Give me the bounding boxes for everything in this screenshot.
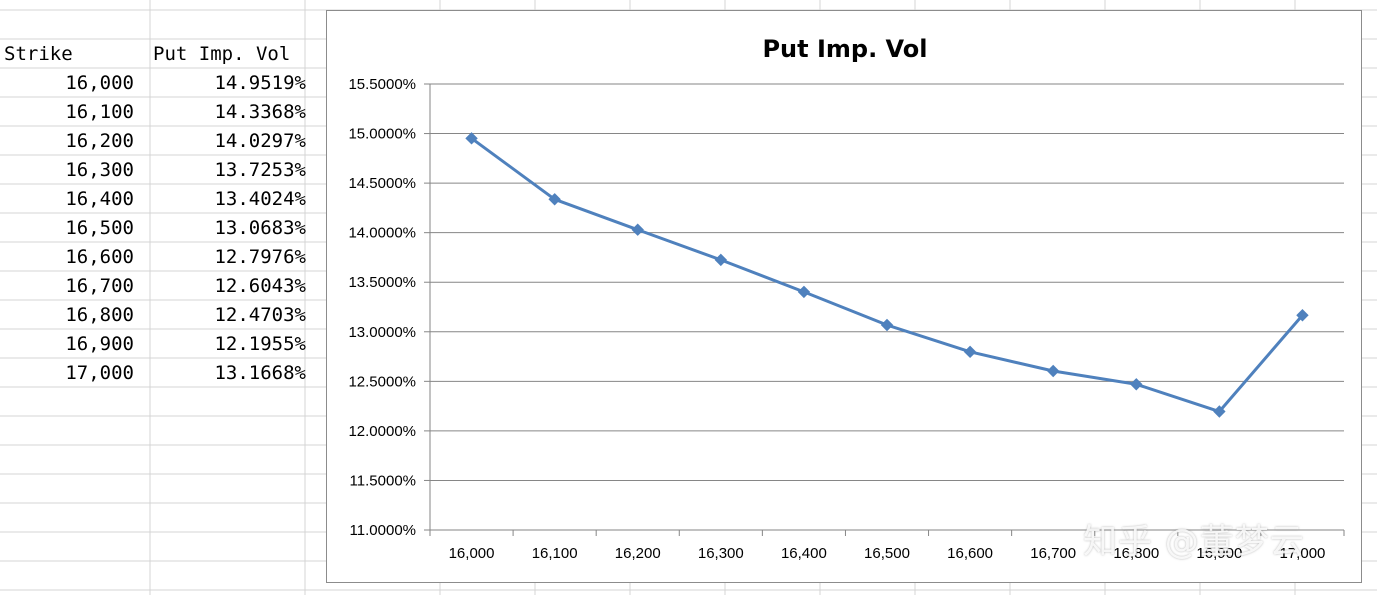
strike-cell[interactable]: 16,200 [65,130,134,152]
data-point-marker[interactable] [465,132,478,145]
vol-cell[interactable]: 12.7976% [214,246,306,268]
data-point-marker[interactable] [797,285,811,299]
x-tick-label: 16,200 [615,545,661,562]
vol-cell[interactable]: 12.6043% [214,275,306,297]
x-tick-label: 16,600 [947,545,993,562]
y-tick-label: 13.0000% [348,324,416,341]
chart-title: Put Imp. Vol [762,35,928,63]
strike-cell[interactable]: 16,300 [65,159,134,181]
watermark-text: 知乎 @董梦云 [1083,522,1305,562]
data-point-marker[interactable] [1046,364,1060,378]
vol-cell[interactable]: 14.0297% [214,130,306,152]
x-tick-label: 16,900 [1196,545,1242,562]
data-point-marker[interactable] [1130,378,1143,391]
strike-cell[interactable]: 16,700 [65,275,134,297]
y-tick-label: 12.5000% [348,373,416,390]
data-point-marker[interactable] [1296,309,1309,322]
vol-cell[interactable]: 12.4703% [214,304,306,326]
vol-cell[interactable]: 14.3368% [214,101,306,123]
x-tick-label: 16,400 [781,545,827,562]
strike-cell[interactable]: 16,900 [65,333,134,355]
x-tick-label: 17,000 [1280,545,1326,562]
x-tick-label: 16,000 [449,545,495,562]
header-strike[interactable]: Strike [4,43,73,65]
series-line [470,137,1304,414]
data-point-marker[interactable] [963,345,977,359]
y-tick-label: 15.0000% [348,126,416,143]
data-point-marker[interactable] [714,253,728,267]
x-tick-label: 16,700 [1030,545,1076,562]
data-point-marker[interactable] [631,223,644,236]
header-put-imp-vol[interactable]: Put Imp. Vol [153,43,291,65]
y-tick-label: 15.5000% [348,76,416,93]
vol-cell[interactable]: 12.1955% [214,333,306,355]
y-tick-label: 14.5000% [348,175,416,192]
x-tick-label: 16,100 [532,545,578,562]
data-point-marker[interactable] [1213,405,1226,418]
data-point-marker[interactable] [548,193,561,206]
x-tick-label: 16,800 [1113,545,1159,562]
vol-cell[interactable]: 13.7253% [214,159,306,181]
strike-cell[interactable]: 16,600 [65,246,134,268]
vol-cell[interactable]: 14.9519% [214,72,306,94]
data-point-marker[interactable] [880,318,894,332]
strike-cell[interactable]: 16,500 [65,217,134,239]
chart-area[interactable]: 11.0000% 11.5000% 12.0000% 12.5000% 13.0000%… [326,10,1362,583]
chart-plot: 11.0000% 11.5000% 12.0000% 12.5000% 13.0000%… [348,76,1345,562]
y-tick-label: 11.5000% [350,472,416,489]
y-tick-label: 14.0000% [348,225,416,242]
strike-cell[interactable]: 16,800 [65,304,134,326]
x-tick-label: 16,300 [698,545,744,562]
vol-cell[interactable]: 13.1668% [214,362,306,384]
vol-cell[interactable]: 13.4024% [214,188,306,210]
x-tick-label: 16,500 [864,545,910,562]
y-tick-label: 11.0000% [350,522,416,539]
vol-cell[interactable]: 13.0683% [214,217,306,239]
strike-cell[interactable]: 16,000 [65,72,134,94]
y-tick-label: 12.0000% [348,423,416,440]
strike-cell[interactable]: 16,400 [65,188,134,210]
strike-cell[interactable]: 16,100 [65,101,134,123]
strike-cell[interactable]: 17,000 [65,362,134,384]
y-tick-label: 13.5000% [348,274,416,291]
